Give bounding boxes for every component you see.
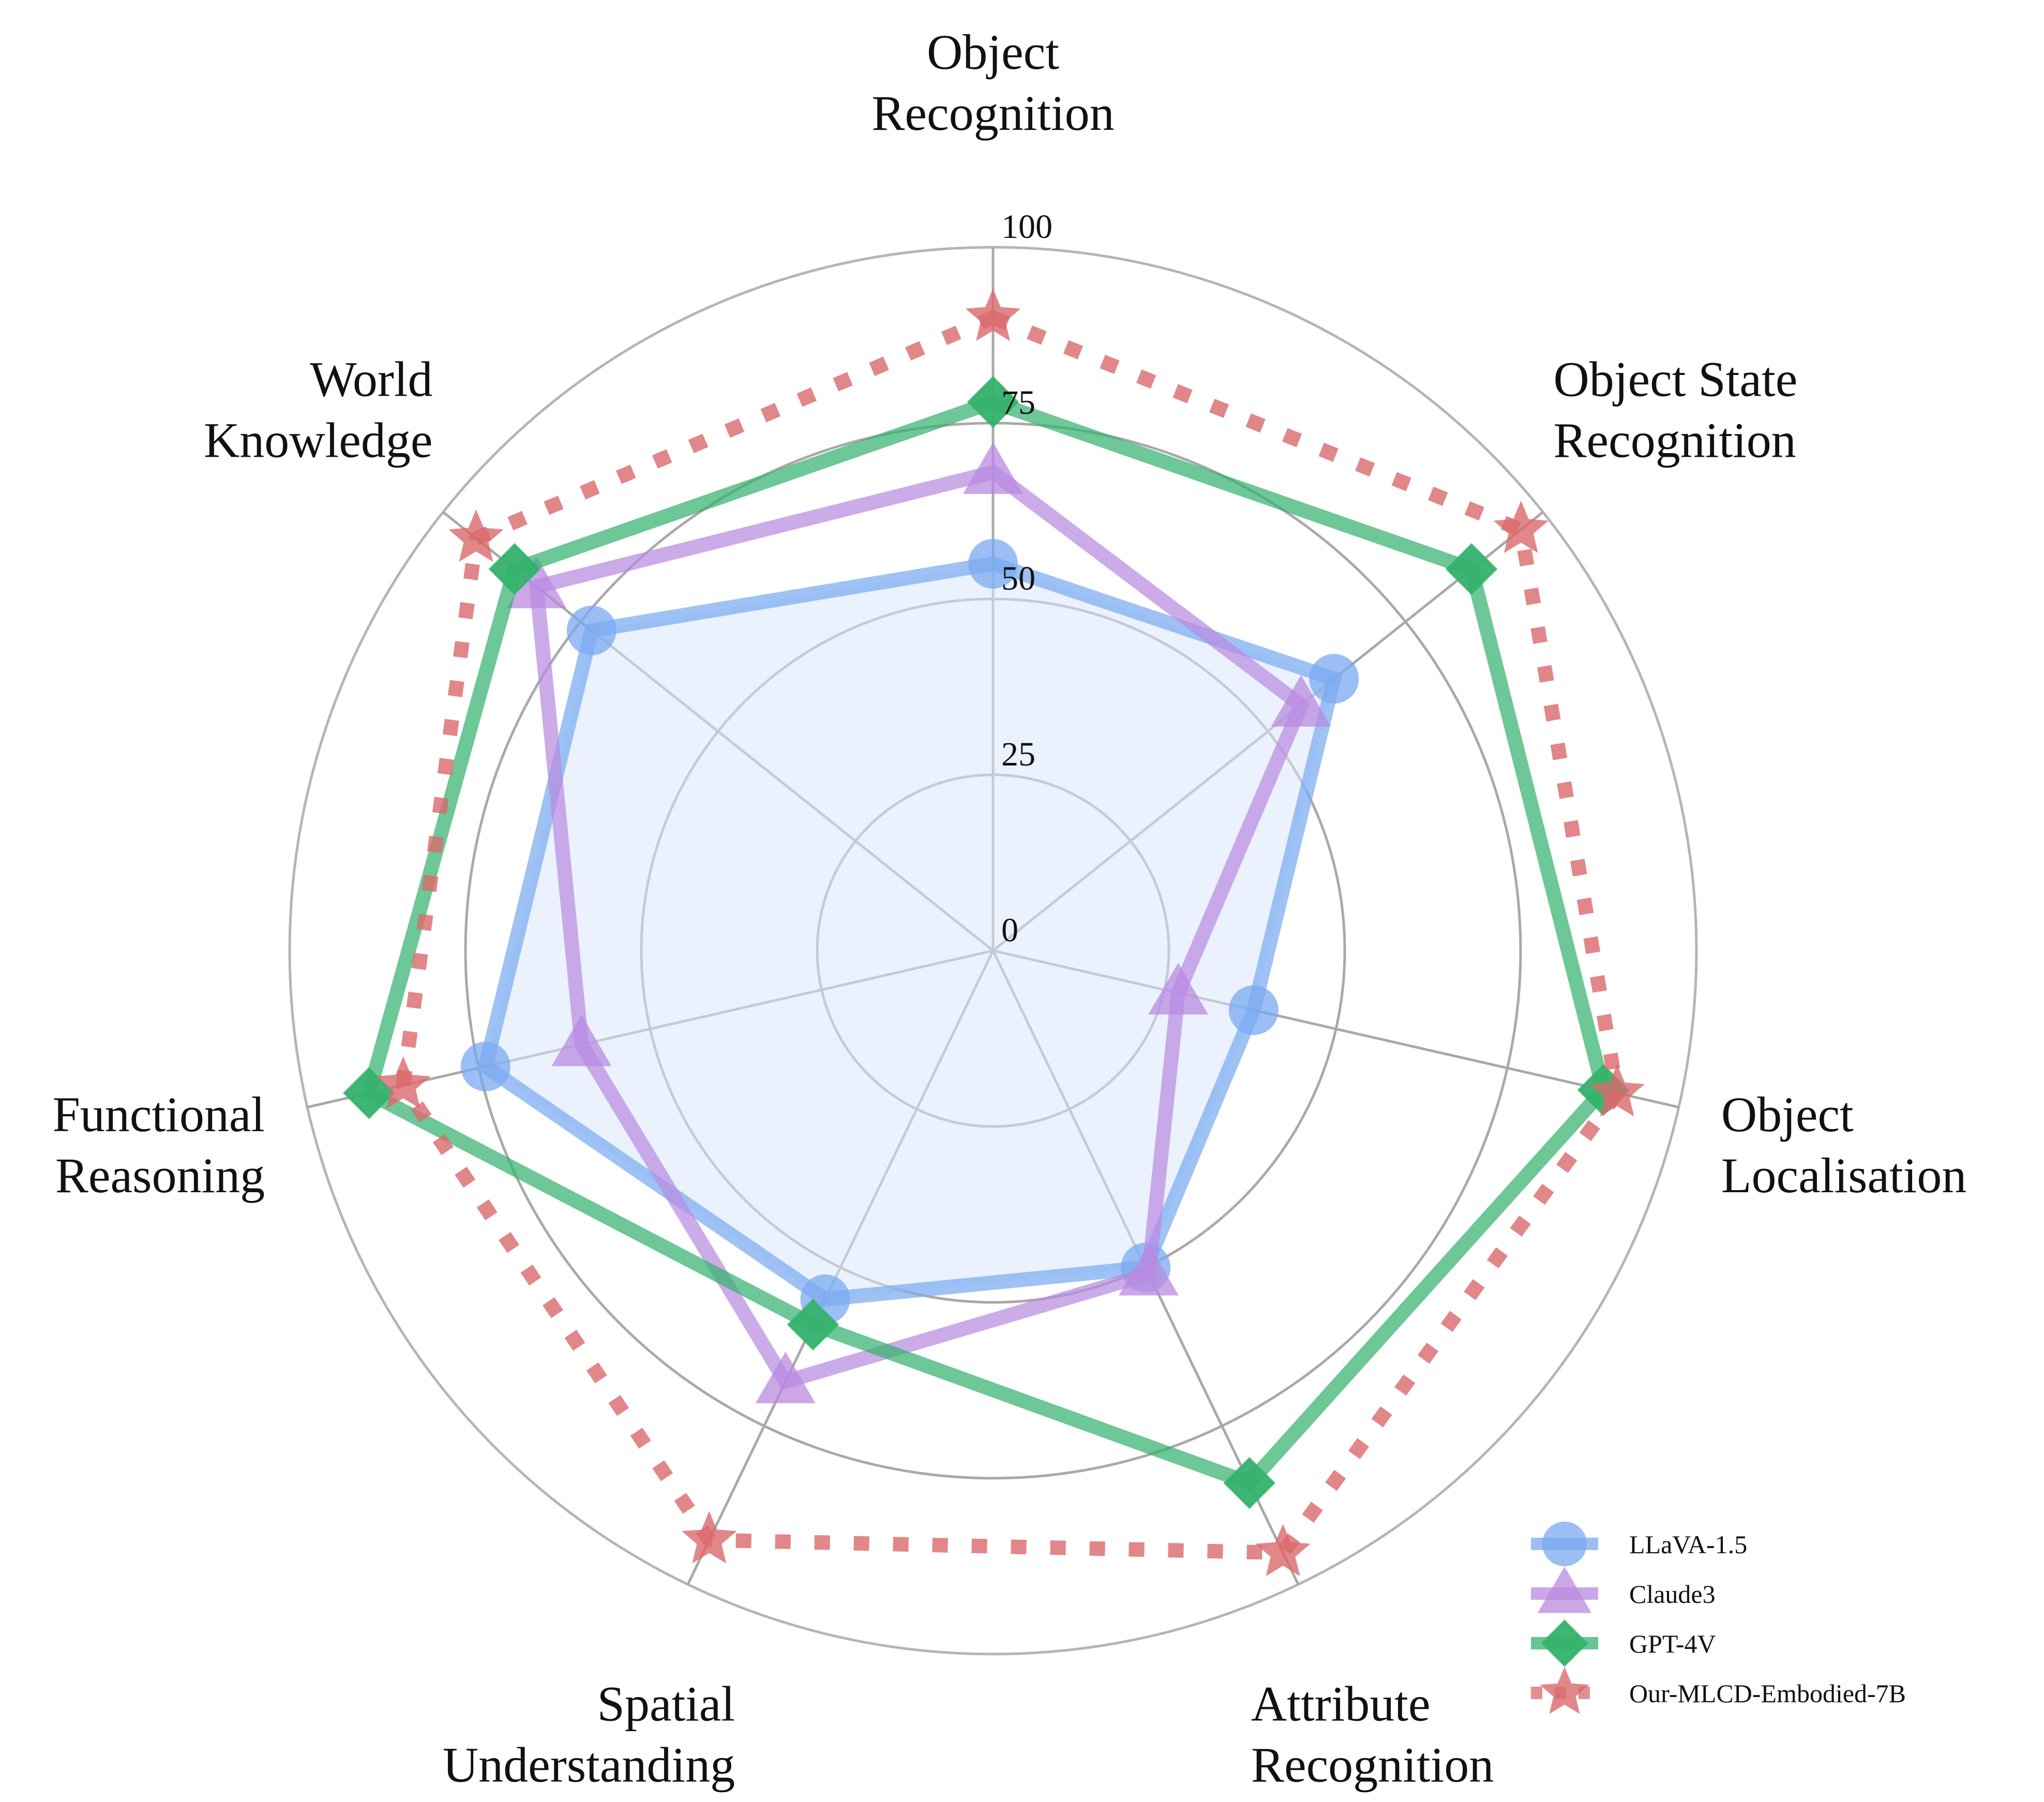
legend-label: Our-MLCD-Embodied-7B: [1629, 1679, 1906, 1708]
legend-item-claude3: Claude3: [1531, 1566, 1716, 1613]
radar-series: [343, 289, 1645, 1576]
series-line: [360, 394, 1612, 1492]
data-point-claude3-world-knowledge: [506, 557, 567, 608]
tick-label: 0: [1001, 911, 1018, 949]
legend-label: Claude3: [1629, 1580, 1716, 1609]
axis-label-functional-reasoning: Functional Reasoning: [52, 1087, 265, 1203]
legend-marker: [1542, 1521, 1587, 1567]
data-point-claude3-object-state-recognition: [1271, 675, 1331, 727]
data-point-our-mlcd-embodied-7b-attribute-recognition: [1255, 1524, 1311, 1576]
legend-marker: [1541, 1619, 1588, 1667]
legend-marker: [1540, 1666, 1589, 1714]
legend-label: GPT-4V: [1629, 1629, 1716, 1658]
data-point-gpt-4v-world-knowledge: [488, 543, 541, 595]
data-point-llava-1-5-object-recognition: [968, 539, 1018, 589]
data-point-claude3-attribute-recognition: [1118, 1243, 1179, 1296]
data-point-gpt-4v-object-recognition: [967, 376, 1019, 428]
tick-label: 75: [1001, 384, 1035, 422]
series-claude3: [506, 442, 1331, 1403]
data-point-gpt-4v-object-state-recognition: [1445, 543, 1498, 595]
data-point-claude3-object-recognition: [963, 442, 1023, 494]
data-point-our-mlcd-embodied-7b-object-localisation: [1589, 1064, 1645, 1117]
data-point-gpt-4v-attribute-recognition: [1223, 1457, 1275, 1509]
legend-item-llava-1-5: LLaVA-1.5: [1531, 1521, 1747, 1567]
data-point-llava-1-5-functional-reasoning: [460, 1041, 510, 1091]
series-our-mlcd-embodied-7b: [375, 289, 1645, 1576]
axis-label-object-localisation: Object Localisation: [1721, 1087, 1967, 1203]
series-line: [477, 556, 1343, 1307]
data-point-llava-1-5-world-knowledge: [566, 605, 617, 655]
legend-item-gpt-4v: GPT-4V: [1531, 1619, 1716, 1667]
axis-label-world-knowledge: World Knowledge: [204, 352, 433, 468]
legend-label: LLaVA-1.5: [1629, 1530, 1747, 1559]
data-point-claude3-spatial-understanding: [755, 1352, 816, 1403]
legend: LLaVA-1.5 Claude3 GPT-4V Our-MLCD-Embodied-…: [1531, 1521, 1906, 1714]
series-area: [485, 564, 1334, 1299]
tick-label: 25: [1001, 735, 1035, 773]
data-point-llava-1-5-object-state-recognition: [1309, 654, 1359, 704]
axis-label-object-recognition: Object Recognition: [871, 24, 1114, 141]
data-point-our-mlcd-embodied-7b-spatial-understanding: [682, 1511, 737, 1564]
legend-item-our-mlcd-embodied-7b: Our-MLCD-Embodied-7B: [1531, 1666, 1906, 1714]
axis-label-spatial-understanding: Spatial Understanding: [443, 1676, 735, 1793]
data-point-claude3-functional-reasoning: [551, 1014, 612, 1067]
data-point-gpt-4v-functional-reasoning: [343, 1067, 395, 1119]
tick-label: 100: [1001, 208, 1053, 246]
tick-label: 50: [1001, 560, 1035, 597]
data-point-our-mlcd-embodied-7b-object-state-recognition: [1493, 501, 1549, 553]
series-line: [529, 464, 1310, 1390]
data-point-our-mlcd-embodied-7b-object-recognition: [965, 289, 1021, 341]
radial-tick-labels: 0 25 50 75 100: [1001, 208, 1053, 949]
legend-marker: [1537, 1566, 1592, 1613]
data-point-claude3-object-localisation: [1148, 963, 1208, 1015]
axis-label-attribute-recognition: Attribute Recognition: [1251, 1676, 1494, 1793]
data-point-llava-1-5-object-localisation: [1228, 985, 1279, 1035]
data-point-our-mlcd-embodied-7b-world-knowledge: [448, 509, 504, 562]
data-point-our-mlcd-embodied-7b-functional-reasoning: [375, 1056, 431, 1109]
axis-labels: Object Recognition Object State Recognition…: [52, 24, 1966, 1793]
axis-label-object-state-recognition: Object State Recognition: [1553, 352, 1797, 468]
data-point-gpt-4v-spatial-understanding: [787, 1298, 839, 1351]
